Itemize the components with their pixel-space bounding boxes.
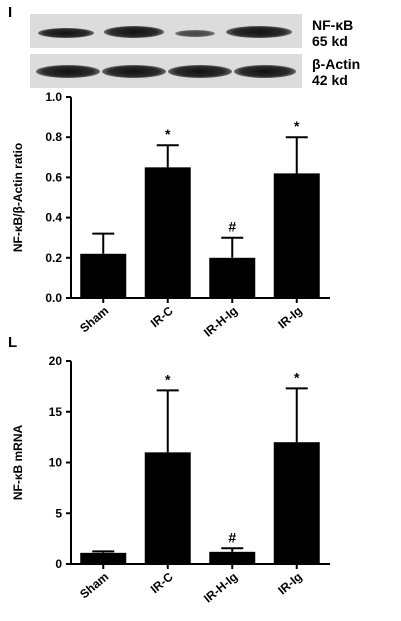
y-tick-label: 0.4 <box>45 211 62 225</box>
significance-marker: # <box>228 529 236 545</box>
y-tick-label: 0.2 <box>45 251 62 265</box>
significance-marker: * <box>165 371 171 387</box>
bar-sham <box>80 552 127 564</box>
x-tick-label: IR-Ig <box>275 570 304 598</box>
blot-band <box>226 26 292 38</box>
y-tick-label: 20 <box>49 354 63 368</box>
panel-label-l: L <box>8 334 18 351</box>
significance-marker: * <box>165 126 171 142</box>
bar-ir-ig <box>273 173 320 298</box>
x-tick-label: IR-H-Ig <box>201 570 240 606</box>
blot-strip-nfkb <box>30 14 302 48</box>
panel-label-i: I <box>8 4 13 21</box>
significance-marker: # <box>228 219 236 235</box>
western-blot <box>30 14 302 90</box>
bar-ir-h-ig <box>209 551 256 564</box>
significance-marker: * <box>294 369 300 385</box>
bar-ir-c <box>144 167 191 298</box>
y-axis-label: NF-κB mRNA <box>11 424 25 500</box>
bar-chart-nfkb-ratio: 0.0 0.2 0.4 0.6 0.8 1.0 NF-κB/β-Actin ratio Sha… <box>11 90 330 340</box>
y-tick-label: 0 <box>55 557 62 571</box>
y-axis-label: NF-κB/β-Actin ratio <box>11 143 25 252</box>
y-tick-label: 0.0 <box>45 291 62 305</box>
significance-marker: * <box>294 118 300 134</box>
x-tick-label: IR-H-Ig <box>201 304 240 340</box>
x-tick-label: IR-C <box>148 303 176 330</box>
x-tick-label: Sham <box>77 570 111 602</box>
blot-band <box>36 65 100 78</box>
y-tick-label: 1.0 <box>45 90 62 104</box>
bar-sham <box>80 253 127 298</box>
blot-label-beta-actin-name: β-Actin <box>312 56 361 72</box>
x-tick-label: IR-Ig <box>275 304 304 332</box>
y-tick-label: 10 <box>49 456 63 470</box>
blot-label-nfkb-size: 65 kd <box>312 33 348 49</box>
y-tick-label: 15 <box>49 405 63 419</box>
x-tick-label: IR-C <box>148 569 176 596</box>
bar-chart-nfkb-mrna: 0 5 10 15 20 NF-κB mRNA Sham * IR-C # IR-H-Ig * IR-I… <box>11 354 330 606</box>
blot-band <box>102 65 166 78</box>
bar-ir-c <box>144 452 191 564</box>
blot-band <box>38 28 94 38</box>
blot-band <box>168 65 232 78</box>
y-tick-label: 0.6 <box>45 170 62 184</box>
blot-label-beta-actin: β-Actin 42 kd <box>312 56 360 88</box>
blot-label-nfkb: NF-κB 65 kd <box>312 17 353 49</box>
blot-label-beta-actin-size: 42 kd <box>312 72 348 88</box>
x-tick-label: Sham <box>77 304 111 336</box>
blot-band <box>175 30 215 37</box>
blot-strip-beta-actin <box>30 54 302 88</box>
blot-band <box>104 26 164 38</box>
y-tick-label: 5 <box>55 506 62 520</box>
bar-ir-ig <box>273 442 320 564</box>
blot-label-nfkb-name: NF-κB <box>312 17 354 33</box>
bar-ir-h-ig <box>209 257 256 298</box>
y-tick-label: 0.8 <box>45 130 62 144</box>
blot-band <box>234 65 296 78</box>
